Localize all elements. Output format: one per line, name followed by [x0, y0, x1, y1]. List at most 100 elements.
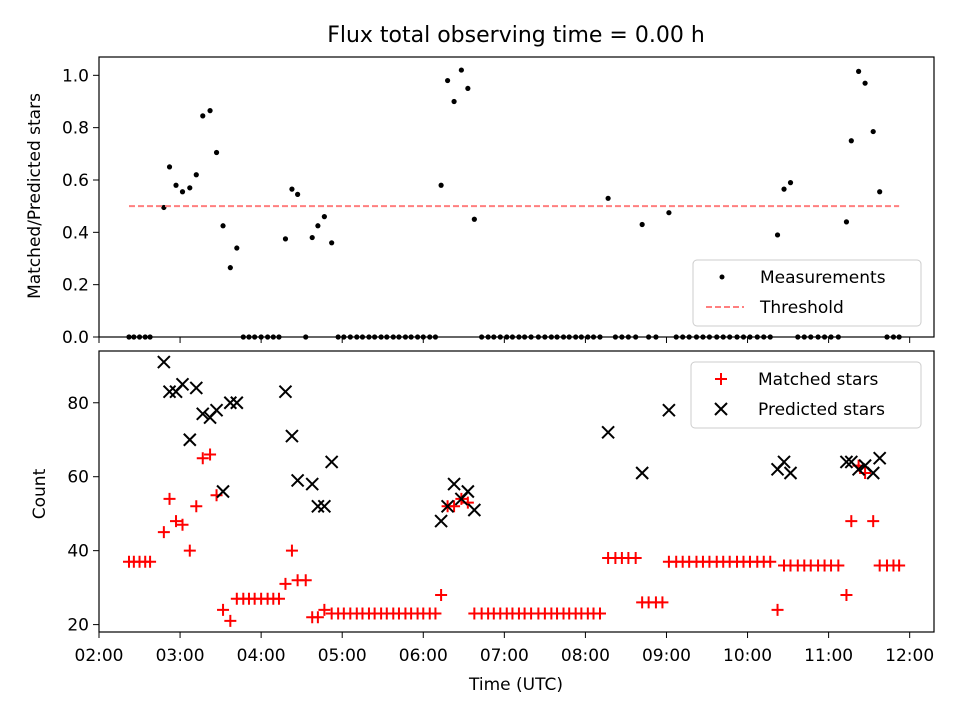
measurement-point — [787, 180, 794, 186]
measurement-point — [451, 98, 457, 105]
matched-stars-point — [318, 603, 331, 616]
matched-stars-point — [170, 515, 183, 528]
predicted-stars-point — [324, 455, 339, 469]
top-ytick-label: 0.8 — [62, 119, 89, 139]
top-legend-box — [692, 259, 922, 327]
matched-stars-point — [832, 559, 845, 572]
legend-matched-label: Matched stars — [758, 370, 878, 390]
bottom-xtick-label: 11:00 — [804, 646, 853, 666]
top-legend: Measurements Threshold — [692, 259, 922, 327]
measurement-point — [213, 149, 220, 156]
measurement-point — [862, 80, 868, 86]
matched-stars-point — [144, 555, 157, 568]
bottom-xtick-label: 08:00 — [561, 646, 610, 666]
predicted-stars-point — [230, 396, 244, 410]
predicted-stars-point — [601, 425, 615, 440]
matched-stars-point — [764, 555, 777, 568]
predicted-stars-point — [162, 384, 177, 399]
legend-threshold-label: Threshold — [759, 298, 844, 318]
legend-measurements-marker — [719, 274, 725, 280]
predicted-stars-point — [783, 466, 798, 480]
bottom-legend: Matched stars Predicted stars — [690, 361, 922, 429]
matched-stars-point — [311, 611, 324, 624]
predicted-stars-point — [440, 499, 455, 513]
matched-stars-point — [594, 607, 606, 620]
measurement-point — [458, 67, 464, 73]
measurement-point — [234, 245, 240, 251]
bottom-series-1 — [157, 355, 887, 528]
legend-matched-marker — [715, 373, 727, 385]
predicted-stars-point — [196, 407, 210, 421]
bottom-xtick-label: 04:00 — [237, 646, 286, 666]
predicted-stars-point — [839, 455, 854, 469]
predicted-stars-point — [278, 384, 293, 399]
measurement-point — [666, 210, 672, 216]
predicted-stars-point — [157, 355, 171, 369]
bottom-panel: Count Time (UTC) 20 40 60 80 02:00 03:00 04:00… — [30, 350, 935, 695]
matched-stars-point — [299, 574, 312, 587]
measurement-point — [856, 68, 862, 74]
predicted-stars-point — [447, 477, 461, 491]
predicted-stars-point — [311, 499, 325, 513]
top-ytick-label: 0.2 — [62, 276, 89, 296]
matched-stars-point — [176, 518, 189, 531]
predicted-stars-point — [662, 403, 676, 417]
measurement-point — [179, 189, 186, 195]
measurement-point — [444, 77, 451, 84]
measurement-point — [207, 108, 213, 114]
measurement-point — [848, 138, 854, 144]
bottom-xtick-label: 05:00 — [318, 646, 367, 666]
predicted-stars-point — [189, 381, 203, 395]
top-panel: Flux total observing time = 0.00 h Match… — [25, 23, 935, 348]
bottom-xtick-label: 10:00 — [723, 646, 772, 666]
measurement-point — [870, 128, 876, 135]
measurement-point — [227, 265, 233, 271]
predicted-stars-point — [635, 466, 649, 480]
predicted-stars-point — [305, 477, 319, 491]
measurement-point — [321, 214, 327, 220]
top-plot-area: 0.0 0.2 0.4 0.6 0.8 1.0 — [62, 56, 935, 348]
matched-stars-point — [867, 515, 880, 528]
bottom-ytick-label: 40 — [67, 542, 89, 562]
matched-stars-point — [285, 544, 298, 557]
measurement-point — [309, 234, 315, 241]
bottom-legend-box — [690, 361, 922, 429]
legend-predicted-label: Predicted stars — [758, 400, 885, 420]
measurement-point — [843, 219, 850, 225]
top-ytick-label: 0.6 — [62, 171, 89, 191]
bottom-plot-area: 20 40 60 80 02:00 03:00 04:00 05:00 06:00 07:00 08… — [67, 350, 935, 666]
matched-stars-point — [204, 448, 217, 461]
top-ytick-label: 0.0 — [62, 328, 89, 348]
x-axis-label: Time (UTC) — [468, 675, 563, 695]
measurement-point — [295, 191, 301, 197]
bottom-ytick-label: 60 — [67, 468, 89, 488]
bottom-xtick-label: 02:00 — [75, 646, 124, 666]
measurement-point — [187, 185, 193, 191]
measurement-point — [465, 85, 471, 92]
top-y-axis-label: Matched/Predicted stars — [25, 93, 45, 299]
predicted-stars-point — [209, 403, 224, 417]
predicted-stars-point — [467, 503, 482, 517]
matched-stars-point — [448, 500, 461, 513]
matched-stars-point — [840, 589, 853, 602]
matched-stars-point — [217, 603, 230, 616]
measurement-point — [200, 113, 206, 119]
chart-title: Flux total observing time = 0.00 h — [327, 23, 705, 48]
legend-measurements-label: Measurements — [760, 268, 886, 288]
top-ytick-label: 1.0 — [62, 66, 89, 86]
predicted-stars-point — [317, 499, 332, 513]
measurement-point — [173, 182, 179, 188]
predicted-stars-point — [851, 462, 866, 477]
matched-stars-point — [629, 552, 642, 565]
measurement-point — [471, 216, 477, 222]
legend-predicted-marker — [714, 402, 728, 416]
predicted-stars-point — [290, 473, 305, 488]
measurement-point — [282, 236, 289, 242]
matched-stars-point — [893, 559, 906, 572]
top-ytick-label: 0.4 — [62, 223, 89, 243]
predicted-stars-point — [183, 433, 197, 447]
predicted-stars-point — [285, 429, 299, 443]
matched-stars-point — [272, 592, 285, 605]
matched-stars-point — [845, 515, 858, 528]
